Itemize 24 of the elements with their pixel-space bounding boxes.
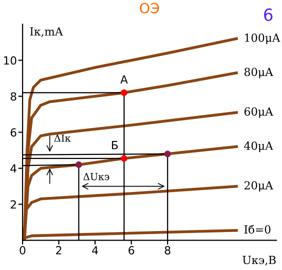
x-axis-title: Uкэ,В	[242, 256, 276, 266]
series-label: Iб=0	[244, 224, 270, 234]
y-tick-label: 4	[10, 164, 16, 173]
text: 6	[264, 8, 272, 21]
series-label: 100μA	[245, 34, 280, 44]
x-tick-label: 0	[20, 246, 26, 254]
series-label: 60μA	[244, 107, 274, 118]
chart-title: ОЭ	[140, 2, 159, 14]
x-tick-label: 8	[164, 246, 170, 254]
y-tick-label: 8	[10, 92, 16, 101]
y-tick-label: 6	[10, 128, 16, 137]
annotation: Б	[112, 141, 118, 150]
x-tick-label: 4	[92, 246, 98, 254]
series-label: 80μA	[244, 68, 274, 78]
annotation: A	[120, 75, 128, 84]
y-tick-label: 10	[4, 56, 16, 65]
x-tick-label: 6	[128, 246, 134, 254]
annotation: ΔUкэ	[83, 173, 110, 180]
series-label: 20μA	[244, 181, 274, 192]
y-tick-label: 2	[10, 200, 16, 209]
x-tick-label: 2	[56, 246, 62, 254]
annotation: ΔIк	[54, 134, 71, 142]
series-label: 40μA	[244, 142, 274, 152]
y-axis-title: Iк,mA	[30, 27, 64, 38]
